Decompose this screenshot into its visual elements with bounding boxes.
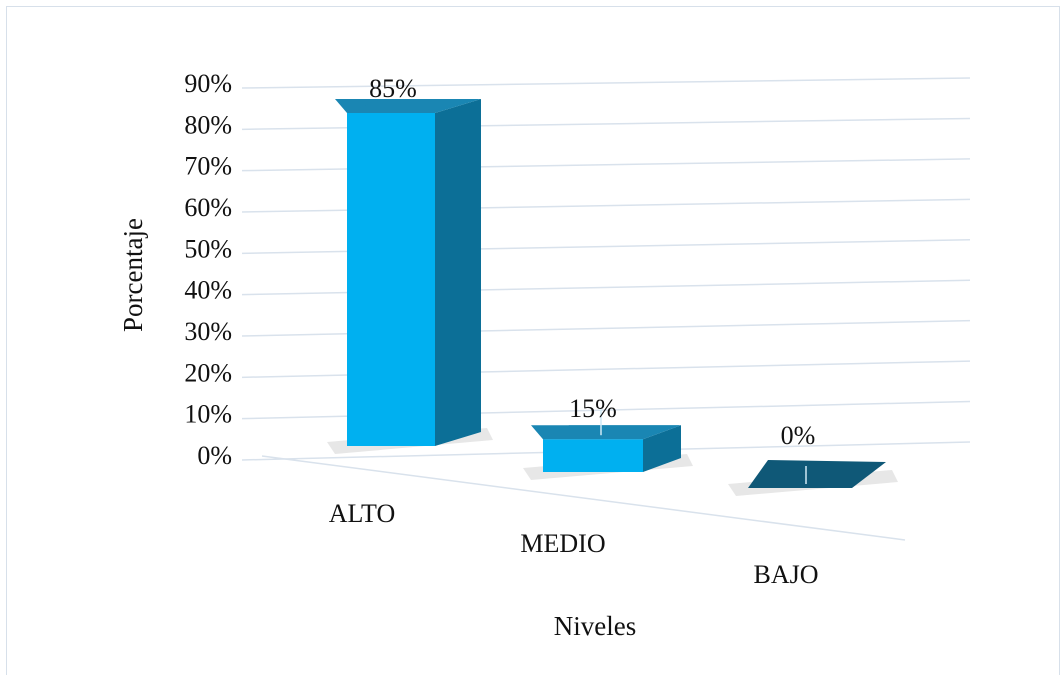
bar-side xyxy=(435,98,481,446)
y-tick-label: 50% xyxy=(184,234,232,263)
y-tick-label: 10% xyxy=(184,400,232,429)
y-axis-ticks: 0% 10% 20% 30% 40% 50% 60% 70% 80% 90% xyxy=(184,69,232,470)
y-tick-label: 80% xyxy=(184,110,232,139)
y-tick-label: 90% xyxy=(184,69,232,98)
x-axis-label: Niveles xyxy=(554,611,636,641)
x-tick-label: BAJO xyxy=(753,560,818,589)
data-labels: 85% 15% 0% xyxy=(369,74,815,450)
bar-flat xyxy=(748,460,886,488)
gridline xyxy=(241,77,971,89)
y-axis-label: Porcentaje xyxy=(118,218,148,332)
y-tick-label: 70% xyxy=(184,152,232,181)
y-tick-label: 20% xyxy=(184,358,232,387)
data-label: 0% xyxy=(781,421,816,450)
data-label: 85% xyxy=(369,74,417,103)
y-tick-label: 60% xyxy=(184,193,232,222)
floor-line xyxy=(261,455,906,541)
bar-front xyxy=(347,112,435,446)
data-label: 15% xyxy=(569,394,617,423)
x-tick-label: MEDIO xyxy=(520,529,605,558)
y-tick-label: 0% xyxy=(197,441,232,470)
bars xyxy=(327,98,898,496)
bar-top-face xyxy=(543,425,681,440)
bar-top-face xyxy=(347,98,481,113)
y-tick-label: 30% xyxy=(184,317,232,346)
bar-front xyxy=(543,439,643,472)
y-tick-label: 40% xyxy=(184,276,232,305)
x-axis-ticks: ALTO MEDIO BAJO xyxy=(329,499,819,589)
x-tick-label: ALTO xyxy=(329,499,395,528)
chart-frame xyxy=(6,6,1060,675)
bar-side xyxy=(643,425,681,472)
